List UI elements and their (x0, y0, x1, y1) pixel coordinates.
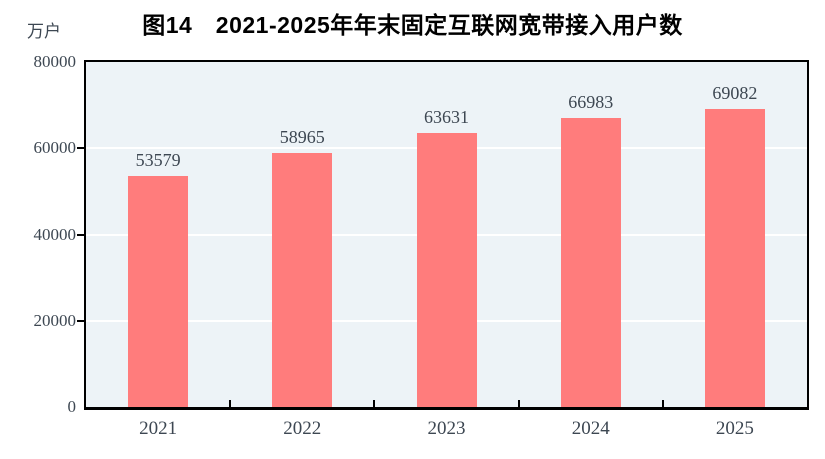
bar-2022 (272, 152, 333, 407)
x-axis-label-2023: 2023 (427, 418, 466, 439)
bar-2025 (704, 109, 765, 407)
bar-2024 (560, 118, 621, 407)
x-axis-label-2025: 2025 (715, 418, 754, 439)
bar-value-label: 69082 (712, 83, 758, 104)
x-axis-tick-mark (373, 400, 376, 407)
y-axis-tick-label: 40000 (33, 224, 77, 244)
y-axis-tick-label: 60000 (33, 138, 77, 158)
x-axis-label-2021: 2021 (139, 418, 178, 439)
y-axis-unit-label: 万户 (27, 22, 61, 41)
y-axis-tick-mark (77, 147, 84, 150)
x-axis-tick-mark (229, 400, 232, 407)
bar-value-label: 66983 (568, 92, 614, 113)
y-axis-tick-mark (77, 233, 84, 236)
y-axis-tick-mark (77, 319, 84, 322)
y-axis-tick-label: 80000 (33, 52, 77, 71)
bar-value-label: 53579 (135, 149, 181, 170)
bar-2021 (128, 175, 189, 407)
x-axis-label-2022: 2022 (283, 418, 322, 439)
y-axis-tick-label: 0 (67, 397, 77, 416)
x-axis-tick-mark (661, 400, 664, 407)
chart-title: 图14 2021-2025年年末固定互联网宽带接入用户数 (142, 12, 683, 38)
x-axis-labels: 2021 2022 2023 2024 2025 (86, 418, 807, 440)
bar-value-label: 63631 (423, 106, 469, 127)
x-axis-tick-mark (517, 400, 520, 407)
bar-2023 (416, 132, 477, 407)
bar-value-label: 58965 (279, 126, 325, 147)
y-axis-tick-label: 20000 (33, 310, 77, 330)
x-axis-label-2024: 2024 (571, 418, 610, 439)
plot-area: 53579 58965 63631 66983 69082 (84, 60, 809, 410)
